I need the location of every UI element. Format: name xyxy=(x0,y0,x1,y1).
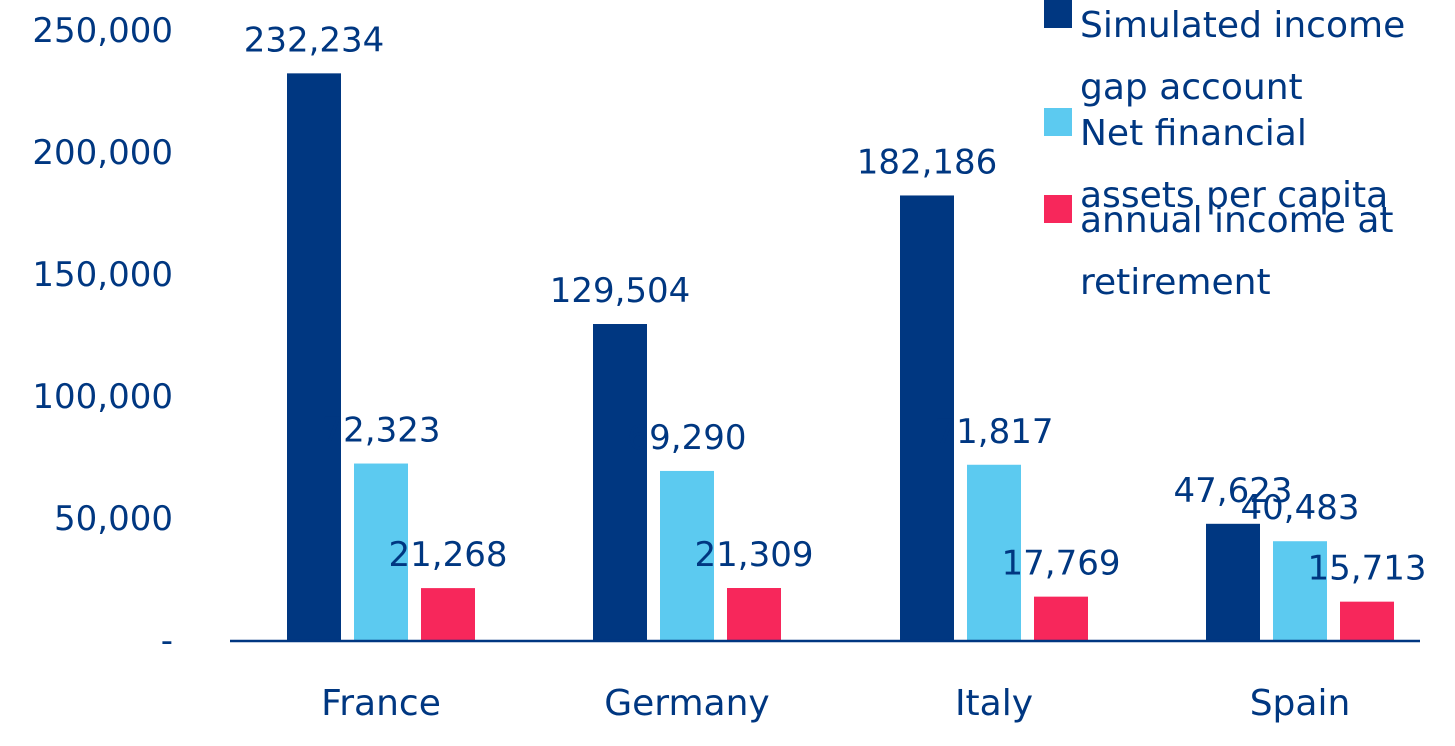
x-tick-label: Spain xyxy=(1250,683,1351,724)
legend-swatch xyxy=(1044,0,1072,28)
legend-label: gap account xyxy=(1080,67,1303,108)
data-label: 69,290 xyxy=(628,418,747,458)
data-label: 40,483 xyxy=(1241,488,1360,528)
bar-germany-series-2 xyxy=(660,470,714,640)
legend-label: Simulated income xyxy=(1080,5,1405,46)
data-label: 129,504 xyxy=(550,271,691,311)
y-tick-label: 100,000 xyxy=(32,377,173,417)
legend-label: Net financial xyxy=(1080,113,1307,154)
y-tick-label: 150,000 xyxy=(32,255,173,295)
bar-france-series-2 xyxy=(354,463,408,640)
x-tick-label: France xyxy=(321,683,441,724)
x-tick-label: Italy xyxy=(955,683,1033,724)
data-label: 47,623 xyxy=(1174,471,1293,511)
y-tick-label: 200,000 xyxy=(32,133,173,173)
y-tick-label: 50,000 xyxy=(54,499,173,539)
bar-spain-series-2 xyxy=(1273,541,1327,640)
data-label: 21,268 xyxy=(389,535,508,575)
data-label: 71,817 xyxy=(935,412,1054,452)
y-tick-label: 250,000 xyxy=(32,11,173,51)
bar-france-series-3 xyxy=(421,588,475,640)
legend-label: retirement xyxy=(1080,262,1271,303)
bar-italy-series-1 xyxy=(900,195,954,640)
legend-label: assets per capita xyxy=(1080,175,1388,216)
data-label: 21,309 xyxy=(695,535,814,575)
legend: Simulated income gap account Net financial… xyxy=(1044,0,1405,303)
legend-label: annual income at xyxy=(1080,200,1394,241)
data-label: 232,234 xyxy=(244,20,385,60)
legend-swatch xyxy=(1044,195,1072,223)
bar-italy-series-2 xyxy=(967,464,1021,640)
bar-france-series-1 xyxy=(287,73,341,640)
legend-swatch xyxy=(1044,108,1072,136)
y-tick-label: - xyxy=(161,621,173,661)
bars xyxy=(287,73,1394,640)
data-label: 15,713 xyxy=(1308,549,1427,589)
bar-spain-series-3 xyxy=(1340,601,1394,640)
data-label: 72,323 xyxy=(322,411,441,451)
bar-germany-series-3 xyxy=(727,588,781,640)
data-labels: 232,234 72,323 21,268 129,504 69,290 21,309 18… xyxy=(244,20,1427,588)
bar-germany-series-1 xyxy=(593,324,647,640)
data-label: 182,186 xyxy=(857,142,998,182)
data-label: 17,769 xyxy=(1002,544,1121,584)
bar-italy-series-3 xyxy=(1034,596,1088,640)
bar-spain-series-1 xyxy=(1206,523,1260,640)
x-axis-tick-labels: France Germany Italy Spain xyxy=(321,683,1350,724)
x-tick-label: Germany xyxy=(604,683,769,724)
y-axis-ticks: - 50,000 100,000 150,000 200,000 250,000 xyxy=(32,11,173,661)
